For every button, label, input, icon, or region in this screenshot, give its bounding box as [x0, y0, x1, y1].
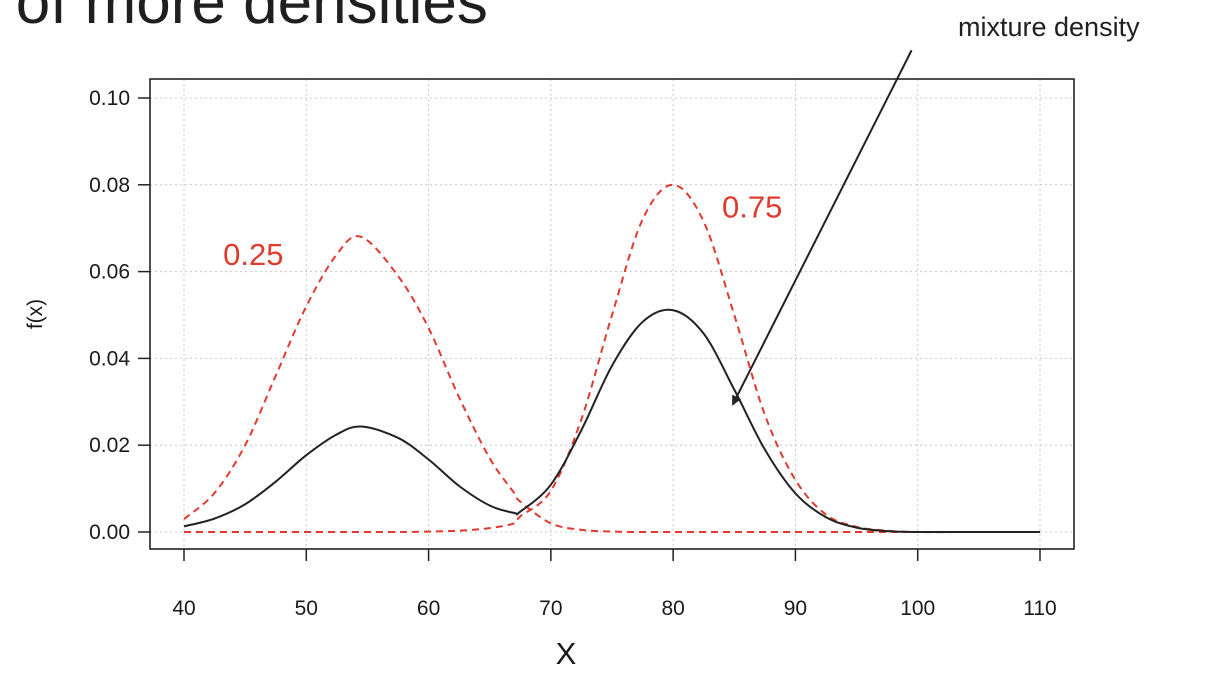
mixture-density-label: mixture density	[958, 12, 1140, 42]
series-group	[183, 183, 1040, 534]
weight-annotation: 0.75	[722, 189, 782, 224]
callout-arrow	[732, 49, 913, 406]
x-tick-label: 60	[417, 597, 440, 620]
x-tick-label: 40	[172, 597, 195, 620]
y-tick-label: 0.10	[89, 87, 130, 110]
mixture-density-line	[183, 308, 1040, 534]
y-tick-label: 0.08	[89, 174, 130, 197]
grid	[150, 79, 1074, 549]
annotations: 0.25 0.75	[223, 189, 782, 272]
component-density-line	[183, 235, 1040, 534]
axes: 40 50 60 70 80 90 100 110 0.00 0.02 0.04 0.06 0.08 0.…	[89, 87, 1057, 620]
weight-annotation: 0.25	[223, 237, 283, 272]
x-tick-label: 110	[1023, 597, 1056, 620]
y-tick-label: 0.02	[89, 434, 130, 457]
plot-frame	[149, 78, 1075, 550]
x-tick-label: 50	[295, 597, 318, 620]
x-tick-label: 80	[661, 597, 684, 620]
y-tick-label: 0.00	[89, 521, 130, 544]
x-axis-title: X	[556, 636, 577, 671]
y-axis-title: f(x)	[24, 299, 47, 329]
x-tick-label: 90	[784, 597, 807, 620]
x-tick-label: 70	[539, 597, 562, 620]
y-tick-label: 0.06	[89, 261, 130, 284]
slide-title: o of more densities	[0, 0, 488, 37]
x-tick-label: 100	[900, 597, 935, 620]
component-density-line	[184, 183, 1040, 534]
y-tick-label: 0.04	[89, 347, 130, 370]
